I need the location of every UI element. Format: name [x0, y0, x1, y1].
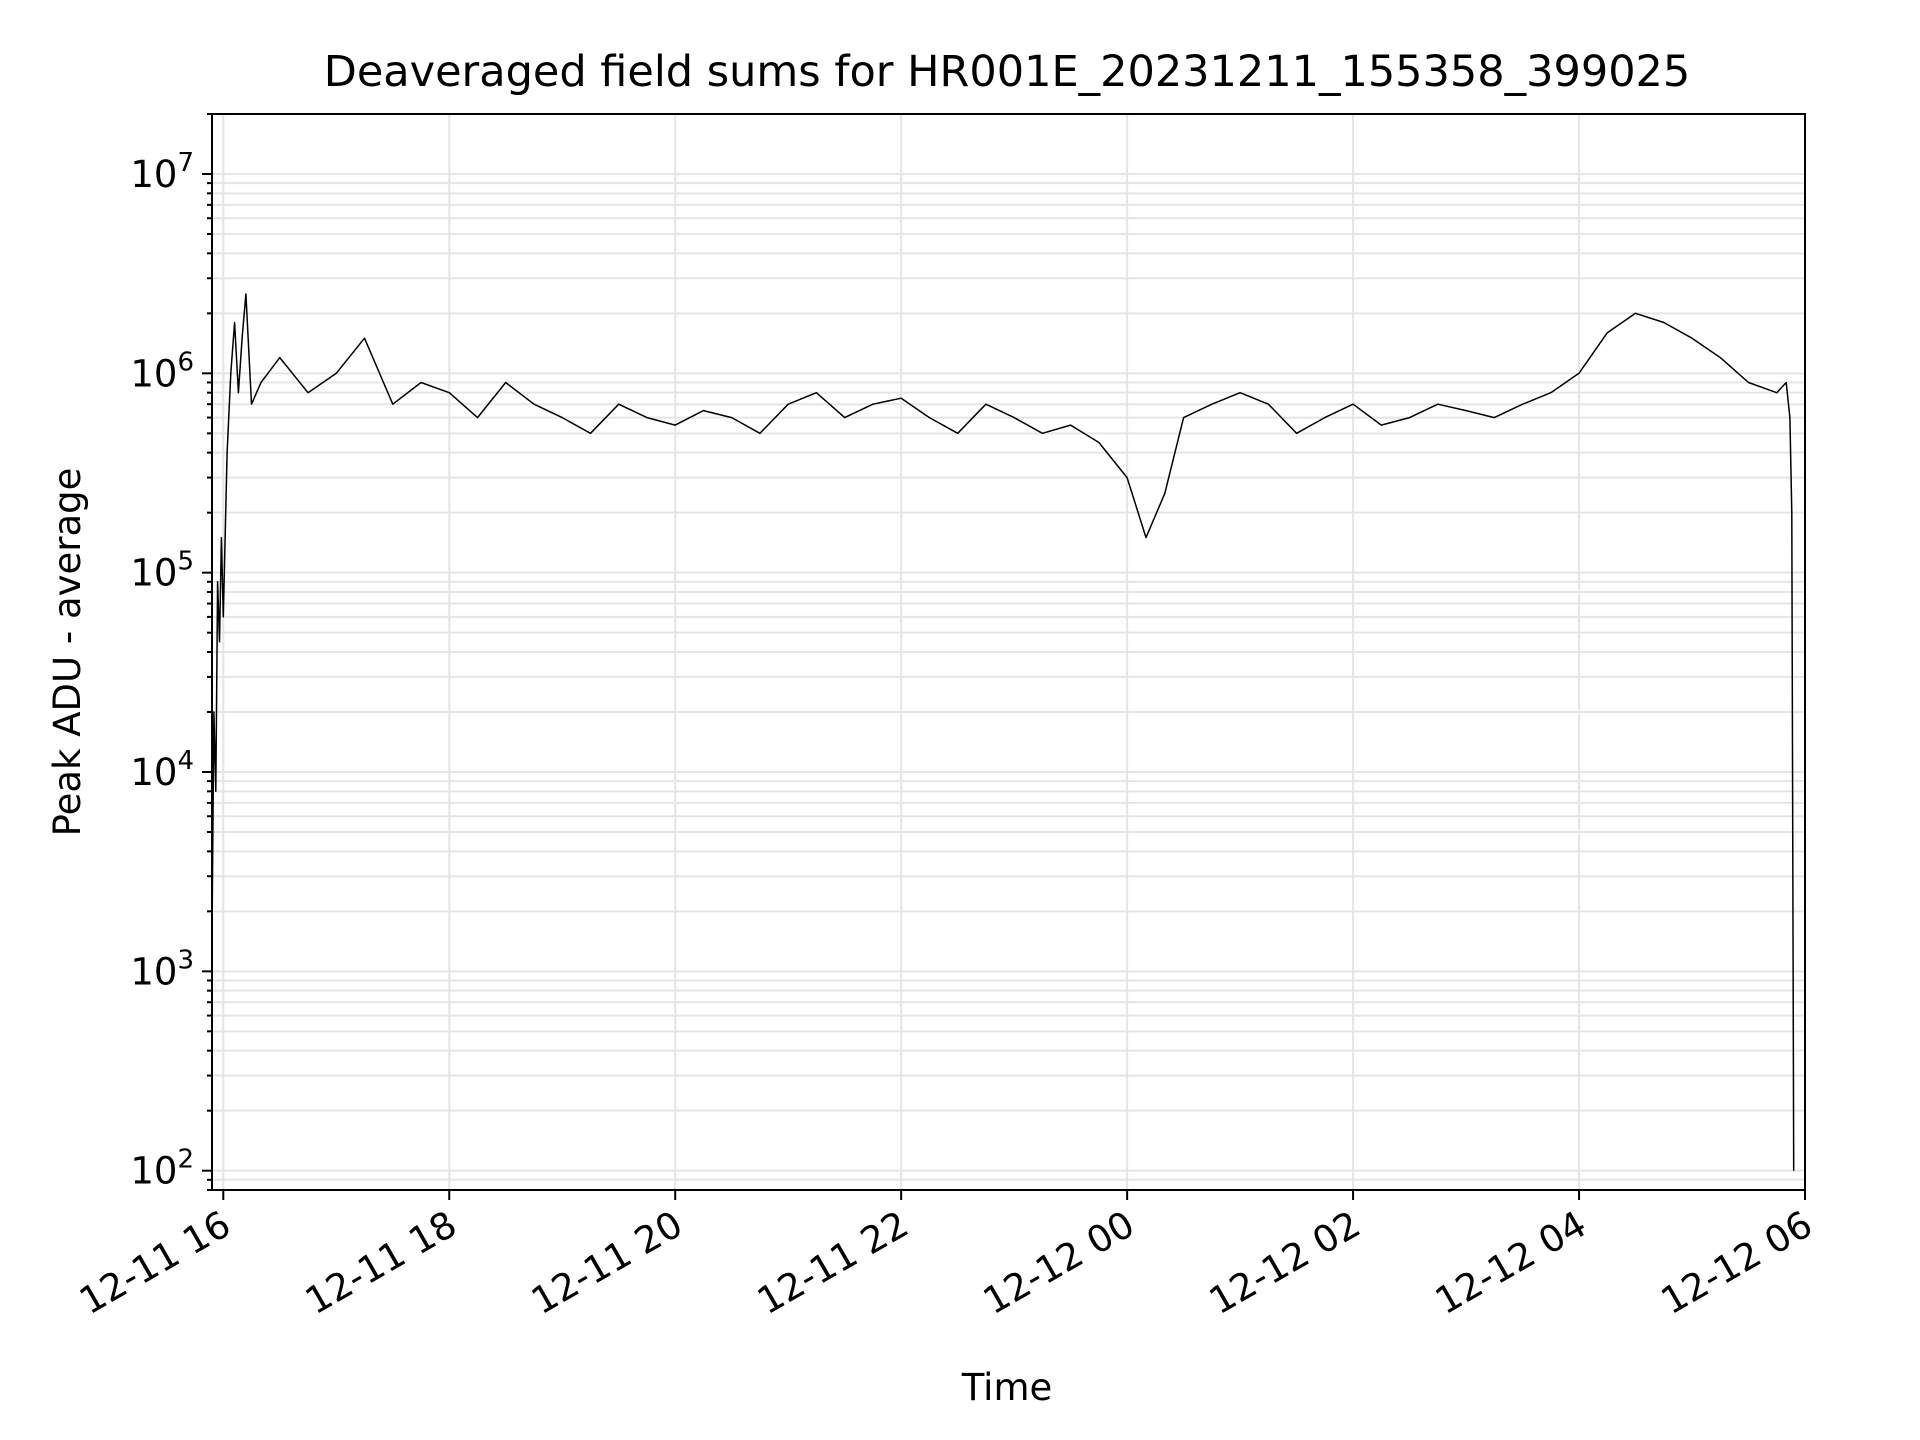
y-axis-label: Peak ADU - average [46, 468, 89, 837]
x-tick-label: 12-11 22 [750, 1203, 916, 1323]
x-tick-label: 12-12 04 [1428, 1203, 1594, 1323]
y-tick-label: 106 [130, 347, 194, 395]
grid [212, 113, 1806, 1191]
x-tick-label: 12-11 18 [298, 1203, 464, 1323]
x-tick-label: 12-12 06 [1654, 1203, 1820, 1323]
y-tick-label: 105 [130, 547, 194, 595]
y-tick-label: 107 [130, 148, 194, 196]
x-tick-label: 12-11 20 [524, 1203, 690, 1323]
x-tick-label: 12-12 00 [976, 1203, 1142, 1323]
series-line [211, 293, 1795, 1171]
series-layer [211, 293, 1795, 1171]
x-tick-label: 12-12 02 [1202, 1203, 1368, 1323]
y-tick-label: 103 [130, 945, 194, 993]
y-tick-label: 102 [130, 1145, 194, 1193]
y-tick-label: 104 [130, 746, 194, 794]
axis-ticks: 102 103 104 105 106 107 12-11 16 12-11 18 12-11 … [72, 113, 1820, 1323]
x-axis-label: Time [961, 1366, 1053, 1409]
x-tick-label: 12-11 16 [72, 1203, 238, 1323]
chart-title: Deaveraged field sums for HR001E_2023121… [324, 47, 1691, 97]
